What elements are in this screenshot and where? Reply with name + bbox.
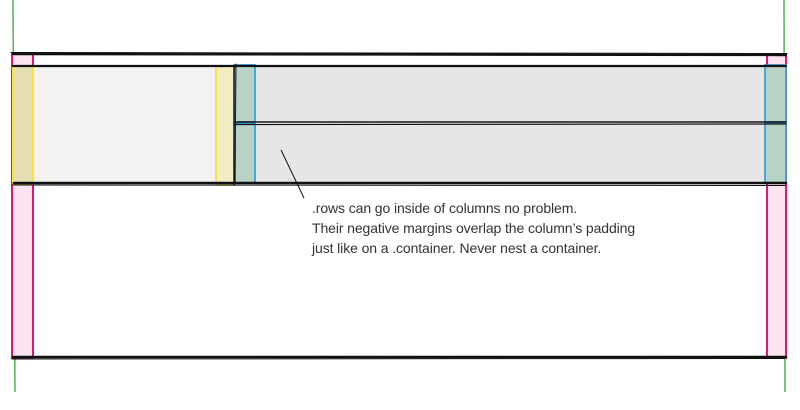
- column-one-content: [33, 66, 216, 183]
- column-one-padding-right: [215, 65, 235, 185]
- nested-row-two-gutter-left: [234, 122, 256, 184]
- nested-row-one-content: [255, 66, 767, 121]
- caption-line-2: Their negative margins overlap the colum…: [312, 220, 636, 236]
- caption-line-1: .rows can go inside of columns no proble…: [312, 200, 578, 216]
- column-one-padding-left: [12, 65, 34, 185]
- nested-row-one-gutter-left: [234, 64, 256, 123]
- nested-row-one-gutter-right: [764, 64, 787, 123]
- sketch-outlines: [10, 52, 788, 360]
- nested-row-two-gutter-right: [764, 122, 787, 184]
- caption-line-3: just like on a .container. Never nest a …: [312, 240, 602, 256]
- annotation-pointer: [280, 149, 305, 199]
- annotation-caption: .rows can go inside of columns no proble…: [312, 198, 692, 258]
- nested-row-two-content: [255, 124, 767, 182]
